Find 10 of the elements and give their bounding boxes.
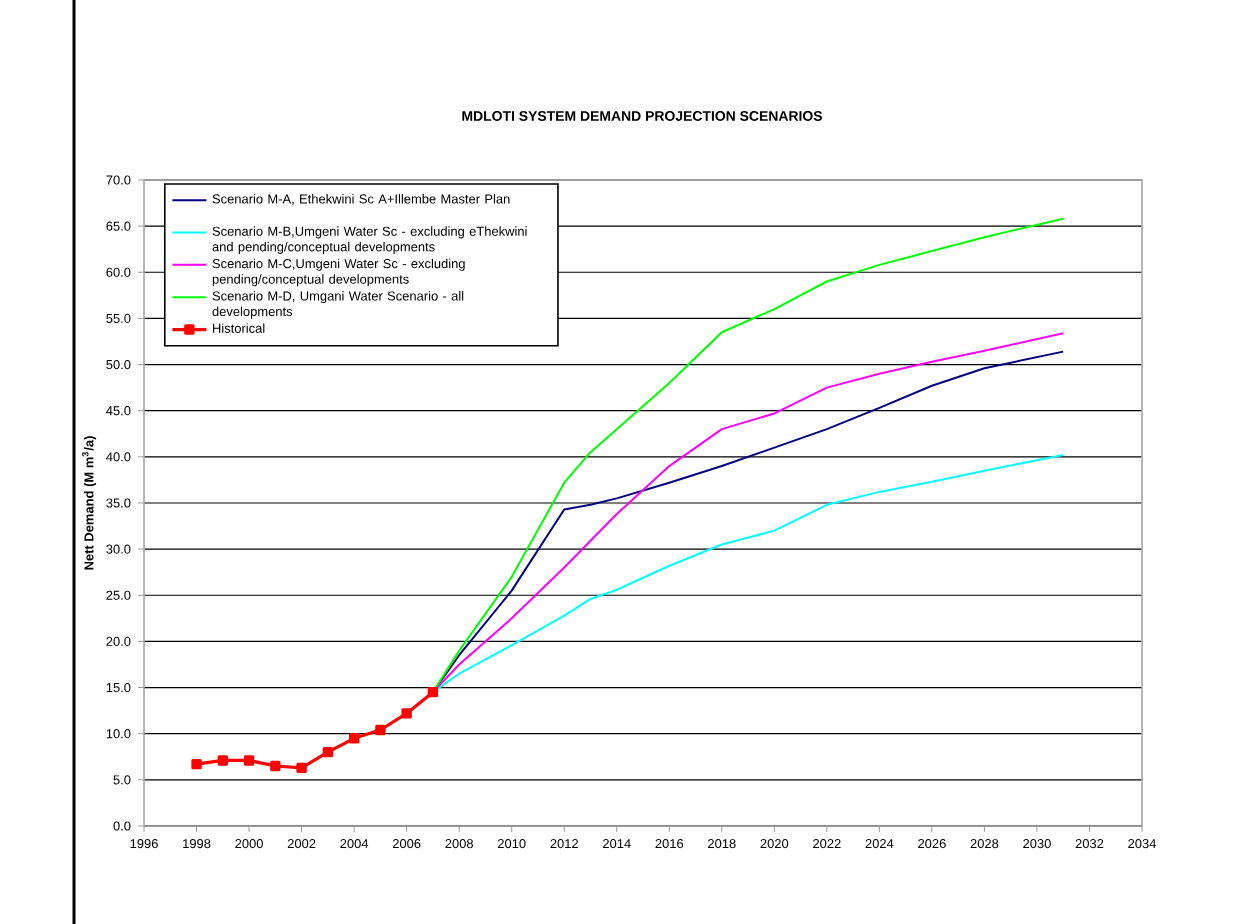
point [270, 760, 281, 772]
point [243, 755, 255, 766]
point [427, 686, 439, 698]
point [401, 708, 412, 719]
point [375, 724, 386, 736]
point [217, 755, 229, 766]
point [191, 758, 202, 770]
point [348, 733, 360, 744]
point [322, 746, 334, 758]
point [296, 762, 307, 774]
